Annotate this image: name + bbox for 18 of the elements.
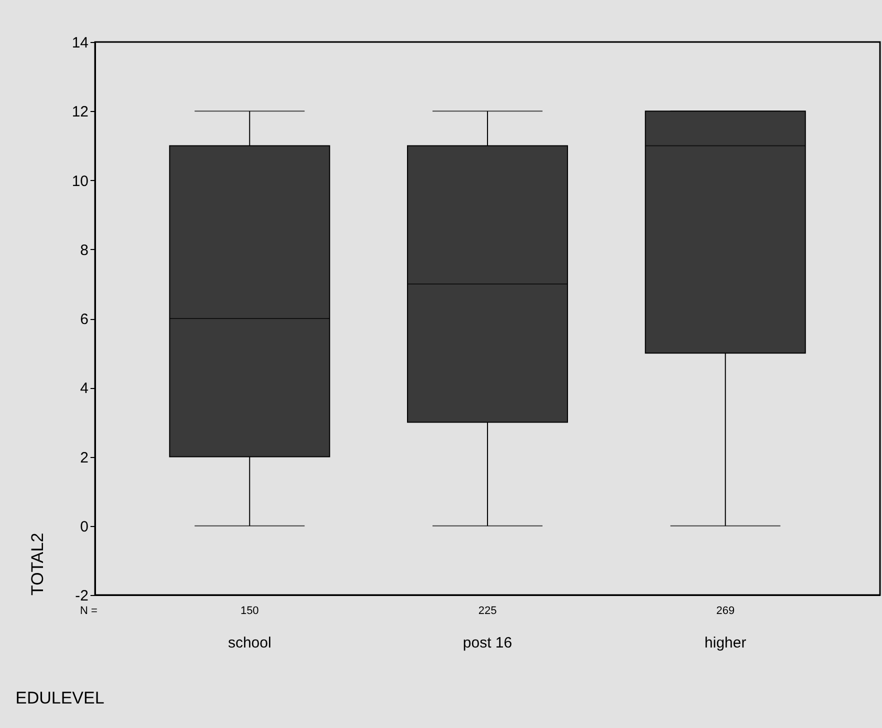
text: N = [80, 605, 98, 617]
x-tick-label: higher [704, 634, 746, 652]
y-tick-label: 2 [80, 449, 88, 466]
y-axis-title: TOTAL2 [28, 532, 47, 596]
y-tick-label: 12 [72, 104, 88, 121]
y-tick-label: 6 [80, 311, 88, 328]
y-tick-label: -2 [75, 588, 88, 604]
y-tick-label: 4 [80, 380, 88, 398]
y-tick-label: 0 [80, 518, 88, 536]
text: 150 [240, 605, 259, 617]
y-tick-label: 10 [72, 172, 88, 190]
text: 269 [716, 605, 735, 617]
x-tick-label: school [228, 634, 272, 652]
x-tick-label: post 16 [462, 634, 512, 652]
y-tick-label: 8 [80, 242, 88, 259]
x-axis-title: EDULEVEL [16, 688, 104, 708]
y-tick-label: 14 [72, 34, 88, 52]
text: 225 [478, 605, 497, 617]
